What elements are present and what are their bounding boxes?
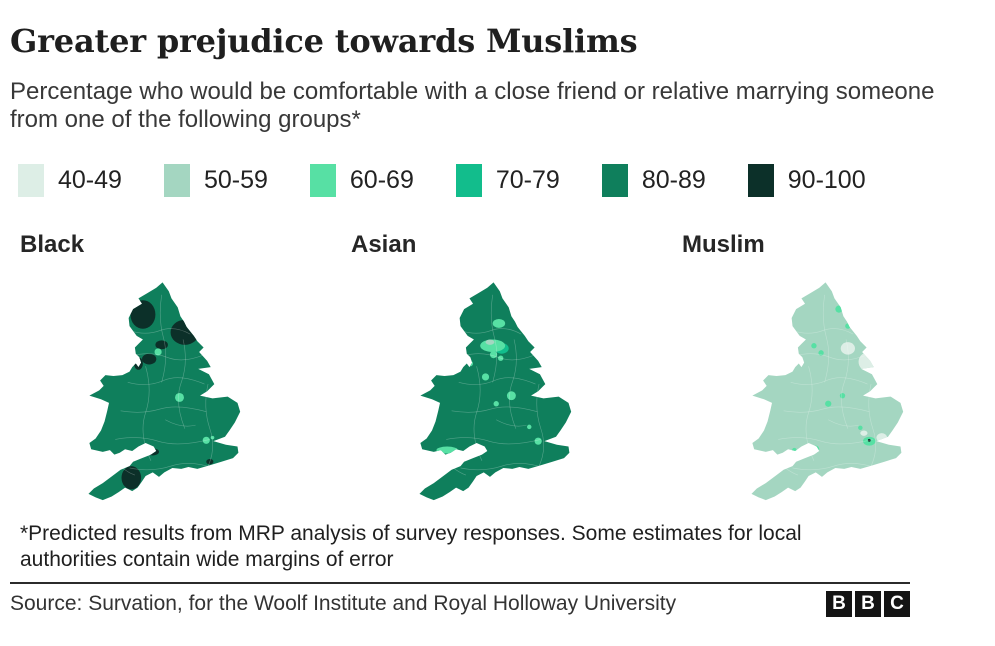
chart-subtitle: Percentage who would be comfortable with… — [10, 78, 935, 134]
bbc-logo-letter: C — [884, 590, 910, 617]
legend-label: 70-79 — [495, 166, 560, 195]
footnote: *Predicted results from MRP analysis of … — [20, 522, 802, 572]
legend-label: 40-49 — [58, 166, 122, 195]
color-legend: 40-49 50-59 60-69 70-79 80-89 90-100 — [18, 164, 995, 198]
legend-label: 50-59 — [203, 166, 268, 195]
choropleth-map-muslim — [751, 282, 904, 501]
legend-item: 50-59 — [163, 164, 268, 198]
source-credit: Source: Survation, for the Woolf Institu… — [10, 591, 677, 615]
legend-swatch-40-49 — [18, 164, 44, 198]
panel-label-black: Black — [20, 231, 85, 259]
legend-label: 80-89 — [641, 166, 706, 195]
page-title: Greater prejudice towards Muslims — [10, 22, 638, 60]
panel-label-muslim: Muslim — [682, 231, 765, 259]
legend-item: 70-79 — [455, 164, 560, 198]
legend-swatch-90-100 — [747, 164, 774, 198]
legend-swatch-70-79 — [455, 164, 482, 198]
legend-swatch-80-89 — [601, 164, 628, 198]
map-panels: Black — [0, 231, 995, 509]
choropleth-map-black — [88, 282, 241, 501]
bbc-logo-letter: B — [855, 590, 881, 617]
legend-item: 90-100 — [747, 164, 866, 198]
divider-line — [10, 581, 910, 584]
panel-asian: Asian — [331, 231, 662, 509]
panel-muslim: Muslim — [662, 231, 995, 509]
legend-item: 40-49 — [18, 164, 122, 198]
legend-label: 60-69 — [349, 166, 414, 195]
panel-label-asian: Asian — [351, 231, 417, 259]
legend-swatch-60-69 — [309, 164, 336, 198]
map-muslim-patches — [774, 294, 888, 476]
legend-item: 60-69 — [309, 164, 414, 198]
choropleth-map-asian — [419, 282, 572, 501]
bbc-logo-letter: B — [826, 590, 852, 617]
legend-label: 90-100 — [787, 166, 866, 195]
bbc-logo: B B C — [823, 590, 910, 617]
legend-swatch-50-59 — [163, 164, 190, 198]
panel-black: Black — [0, 231, 331, 509]
legend-item: 80-89 — [601, 164, 706, 198]
footer: Source: Survation, for the Woolf Institu… — [10, 590, 910, 617]
